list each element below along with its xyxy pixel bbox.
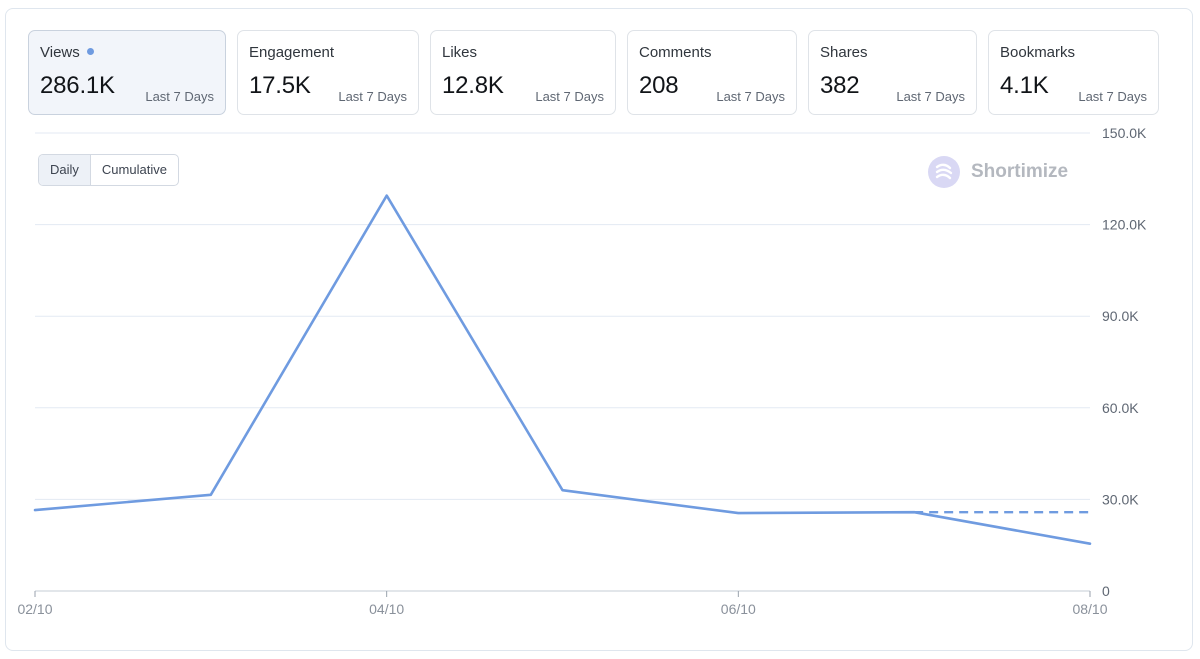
- metric-label: Engagement: [249, 44, 335, 61]
- toggle-daily-button[interactable]: Daily: [39, 155, 91, 185]
- metric-label: Shares: [820, 44, 868, 61]
- metric-value: 12.8K: [442, 72, 504, 99]
- metric-label: Likes: [442, 44, 478, 61]
- metric-label: Bookmarks: [1000, 44, 1076, 61]
- metric-period: Last 7 Days: [338, 89, 407, 104]
- metric-label: Views: [40, 44, 80, 61]
- x-tick-label: 02/10: [17, 601, 52, 617]
- metric-card-likes[interactable]: Likes 12.8K Last 7 Days: [430, 30, 616, 115]
- toggle-cumulative-button[interactable]: Cumulative: [101, 162, 167, 177]
- brand-name: Shortimize: [971, 161, 1069, 182]
- y-tick-label: 150.0K: [1102, 125, 1147, 141]
- metric-card-shares[interactable]: Shares 382 Last 7 Days: [808, 30, 977, 115]
- views-series-line: [33, 194, 1092, 546]
- y-tick-label: 90.0K: [1102, 308, 1139, 324]
- y-tick-label: 0: [1102, 583, 1110, 599]
- selected-dot-icon: [86, 48, 94, 55]
- metric-value: 208: [639, 72, 679, 99]
- x-tick-label: 08/10: [1072, 601, 1107, 617]
- chart-mode-toggle: Daily Cumulative: [38, 154, 179, 186]
- analytics-panel: [5, 8, 1193, 651]
- metric-period: Last 7 Days: [1078, 89, 1147, 104]
- shortimize-logo-icon: [928, 156, 960, 188]
- x-tick-label: 04/10: [369, 601, 404, 617]
- metric-period: Last 7 Days: [896, 89, 965, 104]
- metric-card-bookmarks[interactable]: Bookmarks 4.1K Last 7 Days: [988, 30, 1159, 115]
- metric-period: Last 7 Days: [145, 89, 214, 104]
- x-tick-label: 06/10: [721, 601, 756, 617]
- metric-label: Comments: [639, 44, 712, 61]
- y-tick-label: 120.0K: [1102, 217, 1147, 233]
- metric-value: 382: [820, 72, 860, 99]
- metric-period: Last 7 Days: [535, 89, 604, 104]
- y-tick-label: 60.0K: [1102, 400, 1139, 416]
- metric-value: 17.5K: [249, 72, 311, 99]
- y-tick-label: 30.0K: [1102, 491, 1139, 507]
- metric-value: 4.1K: [1000, 72, 1049, 99]
- metric-value: 286.1K: [40, 72, 115, 99]
- brand-watermark: Shortimize: [928, 156, 1068, 188]
- metric-period: Last 7 Days: [716, 89, 785, 104]
- metric-card-views[interactable]: Views 286.1K Last 7 Days: [28, 30, 226, 115]
- metric-card-engagement[interactable]: Engagement 17.5K Last 7 Days: [237, 30, 419, 115]
- metric-card-comments[interactable]: Comments 208 Last 7 Days: [627, 30, 797, 115]
